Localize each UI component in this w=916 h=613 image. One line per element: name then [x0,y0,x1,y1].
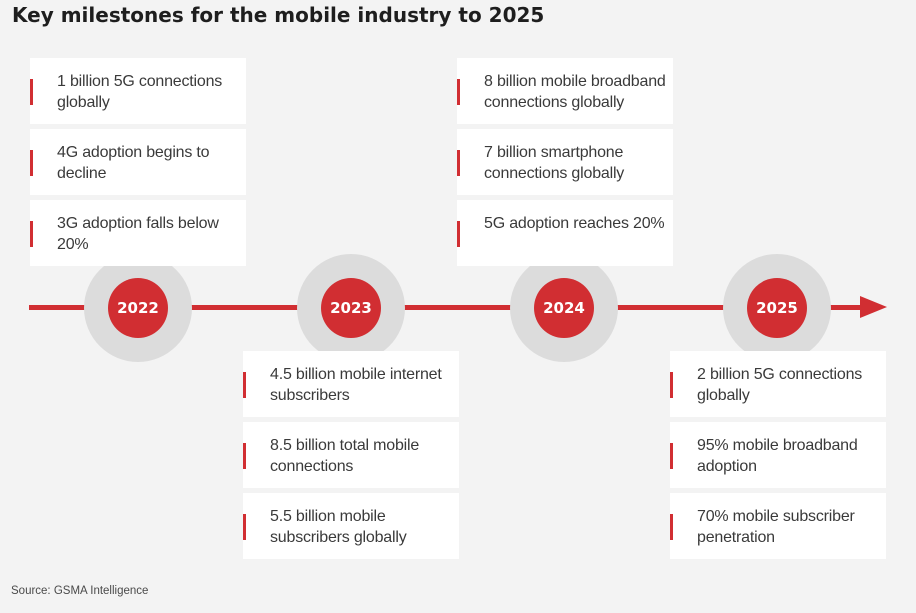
milestone-card-2025-3: 70% mobile subscriber penetration [670,493,886,559]
card-accent-bar [243,443,246,469]
timeline-arrow-icon [860,296,887,318]
card-accent-bar [670,443,673,469]
milestone-text: 4G adoption begins to decline [57,144,210,182]
milestone-card-2022-1: 1 billion 5G connections globally [30,58,246,124]
card-accent-bar [457,221,460,247]
milestone-card-2025-1: 2 billion 5G connections globally [670,351,886,417]
card-accent-bar [243,514,246,540]
milestone-text: 8 billion mobile broadband connections g… [484,73,666,111]
card-accent-bar [243,372,246,398]
milestone-text: 8.5 billion total mobile connections [270,437,420,475]
year-marker-2024: 2024 [534,278,594,338]
milestone-card-2023-3: 5.5 billion mobile subscribers globally [243,493,459,559]
milestone-text: 3G adoption falls below 20% [57,215,219,253]
card-accent-bar [670,514,673,540]
milestone-card-2023-1: 4.5 billion mobile internet subscribers [243,351,459,417]
card-accent-bar [30,150,33,176]
timeline-line [29,305,864,310]
year-marker-2022: 2022 [108,278,168,338]
year-marker-2023: 2023 [321,278,381,338]
milestone-text: 2 billion 5G connections globally [697,366,863,404]
milestone-card-2025-2: 95% mobile broadband adoption [670,422,886,488]
milestone-card-2024-3: 5G adoption reaches 20% [457,200,673,266]
page-title: Key milestones for the mobile industry t… [12,3,545,27]
milestone-card-2022-3: 3G adoption falls below 20% [30,200,246,266]
milestone-card-2023-2: 8.5 billion total mobile connections [243,422,459,488]
milestone-text: 5.5 billion mobile subscribers globally [270,508,407,546]
milestone-card-2024-1: 8 billion mobile broadband connections g… [457,58,673,124]
milestone-card-2022-2: 4G adoption begins to decline [30,129,246,195]
milestone-text: 1 billion 5G connections globally [57,73,223,111]
milestone-text: 7 billion smartphone connections globall… [484,144,625,182]
card-accent-bar [457,150,460,176]
source-note: Source: GSMA Intelligence [11,585,149,597]
milestone-text: 4.5 billion mobile internet subscribers [270,366,442,404]
milestone-text: 70% mobile subscriber penetration [697,508,855,546]
card-accent-bar [30,221,33,247]
milestone-text: 5G adoption reaches 20% [484,215,665,232]
card-accent-bar [30,79,33,105]
milestone-card-2024-2: 7 billion smartphone connections globall… [457,129,673,195]
card-accent-bar [670,372,673,398]
card-accent-bar [457,79,460,105]
year-marker-2025: 2025 [747,278,807,338]
milestone-text: 95% mobile broadband adoption [697,437,858,475]
